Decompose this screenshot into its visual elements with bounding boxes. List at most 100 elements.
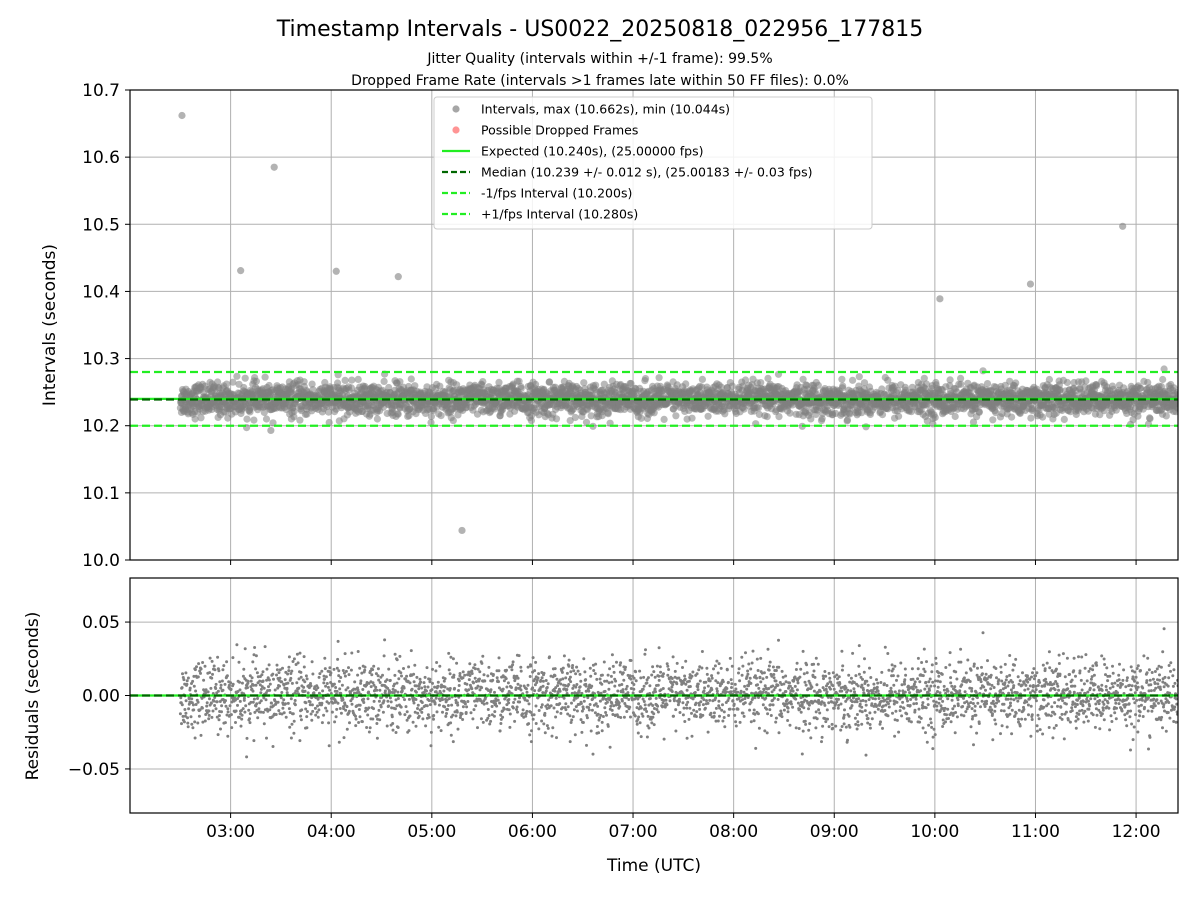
residual-point (354, 717, 358, 721)
residual-point (399, 705, 403, 709)
interval-point (290, 413, 298, 421)
residual-point (325, 682, 329, 685)
residual-point (447, 697, 451, 701)
residual-point (394, 698, 398, 702)
residual-point (518, 700, 522, 704)
residual-point (432, 717, 435, 721)
residual-point (191, 703, 195, 707)
residual-point (407, 729, 411, 733)
residual-point (455, 661, 459, 665)
residual-point (531, 717, 535, 721)
residual-point (241, 707, 245, 711)
residual-point (211, 709, 215, 713)
residual-point (219, 686, 223, 690)
residual-point (304, 674, 308, 678)
residual-point (187, 707, 191, 711)
residual-point (193, 736, 197, 740)
residual-point (554, 715, 558, 719)
interval-point (1146, 415, 1154, 423)
residual-point (338, 707, 342, 710)
residual-point (574, 672, 578, 676)
residual-point (446, 707, 449, 711)
interval-point (325, 408, 333, 416)
residual-point (409, 649, 413, 653)
residual-point (507, 698, 511, 701)
residual-point (426, 685, 430, 689)
residual-point (436, 684, 440, 688)
residual-point (343, 652, 347, 656)
interval-point (969, 418, 978, 426)
residual-point (259, 691, 263, 695)
residual-point (552, 706, 556, 710)
residual-point (519, 665, 523, 669)
residual-point (192, 684, 196, 688)
residual-point (555, 710, 559, 714)
interval-point (1063, 378, 1071, 387)
interval-point (688, 414, 696, 422)
residual-point (186, 716, 189, 720)
residual-point (499, 722, 503, 725)
residual-point (323, 677, 326, 681)
residual-point (238, 688, 242, 692)
residual-point (223, 721, 227, 725)
residual-point (538, 688, 542, 692)
residual-point (540, 676, 544, 680)
residual-point (465, 682, 469, 686)
interval-point (884, 376, 892, 384)
residual-point (572, 669, 576, 673)
residual-point (210, 676, 214, 680)
interval-point (296, 416, 304, 424)
intervals-y-tick-label: 10.6 (82, 148, 120, 168)
residual-point (510, 668, 514, 672)
residual-point (456, 703, 460, 707)
residual-point (561, 666, 565, 670)
residual-point (390, 706, 394, 710)
interval-point (728, 382, 736, 390)
legend-marker-intervals (452, 105, 460, 113)
residual-point (554, 686, 558, 690)
residual-point (391, 687, 395, 691)
legend-label: +1/fps Interval (10.280s) (481, 207, 638, 222)
residual-point (417, 714, 421, 718)
residual-point (253, 646, 257, 649)
interval-point (839, 382, 847, 390)
residual-point (422, 681, 426, 685)
residual-point (348, 721, 351, 725)
residual-point (434, 690, 438, 694)
residual-point (217, 718, 221, 722)
residual-point (188, 686, 192, 690)
residual-point (350, 651, 354, 655)
residual-point (548, 655, 551, 659)
residual-point (186, 725, 190, 729)
residual-point (196, 675, 200, 679)
interval-point (655, 374, 663, 382)
residual-point (213, 696, 217, 699)
residual-point (271, 672, 275, 676)
residual-point (415, 675, 419, 679)
residual-point (337, 679, 341, 683)
residuals-points (178, 627, 1178, 759)
residual-point (491, 678, 495, 682)
residual-point (375, 688, 379, 692)
residual-point (439, 729, 443, 733)
residual-point (561, 677, 565, 681)
interval-point (396, 378, 404, 386)
residual-point (269, 701, 273, 705)
interval-point (741, 376, 750, 384)
residual-point (276, 700, 280, 704)
residual-point (513, 697, 517, 701)
residual-point (302, 685, 306, 689)
residual-point (339, 676, 343, 679)
residual-point (577, 689, 581, 693)
residual-point (247, 708, 251, 712)
residual-point (573, 691, 577, 695)
interval-point (252, 377, 260, 385)
legend-label: Expected (10.240s), (25.00000 fps) (481, 144, 703, 159)
residual-point (335, 689, 339, 693)
residual-point (226, 707, 230, 711)
residual-point (184, 671, 188, 675)
residual-point (563, 684, 567, 687)
residual-point (250, 676, 254, 680)
residual-point (197, 714, 201, 718)
residual-point (556, 684, 560, 688)
